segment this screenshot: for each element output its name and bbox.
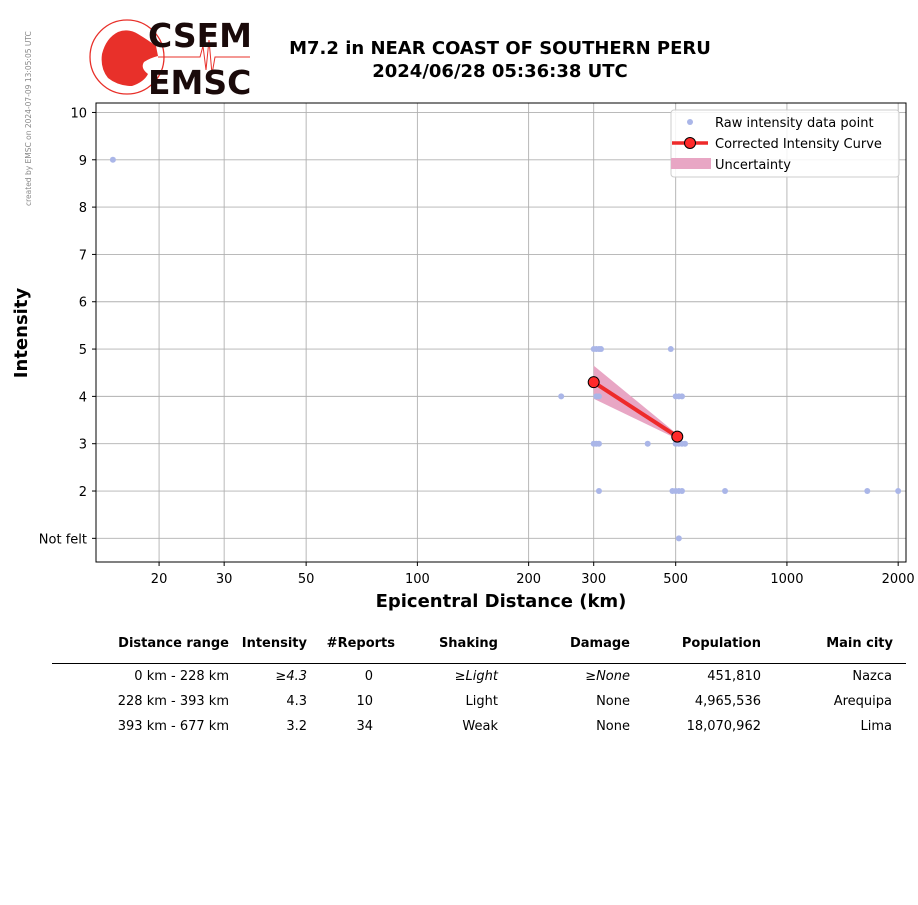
x-tick-label: 30 — [216, 572, 233, 587]
header-divider — [52, 663, 906, 664]
y-tick-label: 9 — [79, 154, 87, 169]
row2-reports: 10 — [356, 694, 373, 709]
header-population: Population — [681, 636, 761, 651]
header-reports: #Reports — [326, 636, 395, 651]
raw-data-point — [109, 156, 116, 163]
chart-title: M7.2 in NEAR COAST OF SOUTHERN PERU 2024… — [240, 37, 760, 83]
x-tick-label: 50 — [298, 572, 315, 587]
x-tick-label: 500 — [663, 572, 688, 587]
raw-data-point — [675, 535, 682, 542]
row3-city: Lima — [860, 719, 892, 734]
credit-text: created by EMSC on 2024-07-09 13:05:05 U… — [24, 31, 33, 206]
row1-range: 0 km - 228 km — [134, 669, 229, 684]
row3-reports: 34 — [356, 719, 373, 734]
y-tick-label: 5 — [79, 343, 87, 358]
y-axis-label: Intensity — [11, 288, 32, 379]
y-tick-label: 10 — [70, 106, 87, 121]
raw-data-point — [722, 488, 729, 495]
row1-reports: 0 — [364, 669, 373, 684]
row1-shaking: ≥Light — [454, 669, 498, 684]
logo-line1: CSEM — [148, 16, 252, 55]
row1-city: Nazca — [852, 669, 892, 684]
y-tick-label: 8 — [79, 201, 87, 216]
raw-data-point — [558, 393, 565, 400]
intensity-chart: 20 30 50 100 200 300 500 1000 2000 Not felt 2 3 4 5 6 7… — [11, 102, 915, 612]
row2-damage: None — [596, 694, 630, 709]
y-tick-label: 7 — [79, 248, 87, 263]
x-tick-label: 100 — [405, 572, 430, 587]
legend-raw-marker — [687, 119, 693, 125]
x-tick-label: 1000 — [770, 572, 803, 587]
row3-intensity: 3.2 — [286, 719, 307, 734]
y-tick-label: 6 — [79, 296, 87, 311]
corrected-curve-point — [671, 430, 684, 443]
y-tick-label: 3 — [79, 438, 87, 453]
raw-data-point — [595, 393, 602, 400]
x-axis-label: Epicentral Distance (km) — [376, 591, 627, 612]
corrected-curve-line — [592, 380, 679, 439]
raw-data-point — [595, 440, 602, 447]
row1-intensity: ≥4.3 — [275, 669, 307, 684]
x-tick-label: 20 — [151, 572, 168, 587]
row2-shaking: Light — [465, 694, 498, 709]
row3-damage: None — [596, 719, 630, 734]
legend-curve-marker — [684, 137, 696, 149]
row3-shaking: Weak — [462, 719, 498, 734]
row3-range: 393 km - 677 km — [117, 719, 229, 734]
header-damage: Damage — [569, 636, 630, 651]
logo-seismogram — [158, 39, 250, 75]
row3-population: 18,070,962 — [686, 719, 761, 734]
legend-box — [670, 109, 900, 178]
row2-range: 228 km - 393 km — [117, 694, 229, 709]
legend-raw-label: Raw intensity data point — [715, 116, 874, 131]
header-main-city: Main city — [826, 636, 893, 651]
raw-data-point — [895, 488, 902, 495]
raw-data-point — [864, 488, 871, 495]
raw-data-point — [595, 488, 602, 495]
intensity-table: Distance range Intensity #Reports Shakin… — [0, 636, 918, 746]
corrected-curve-point — [587, 376, 600, 389]
y-tick-label: 4 — [79, 390, 87, 405]
y-tick-label: 2 — [79, 485, 87, 500]
header-shaking: Shaking — [438, 636, 498, 651]
legend-uncertainty-swatch — [671, 158, 711, 169]
row2-city: Arequipa — [833, 694, 892, 709]
logo-line2: EMSC — [148, 63, 251, 98]
x-tick-label: 2000 — [882, 572, 915, 587]
grid — [96, 103, 906, 562]
legend: Raw intensity data point Corrected Inten… — [670, 109, 900, 178]
logo-map-shape — [101, 30, 158, 86]
raw-points-layer — [109, 156, 902, 542]
x-tick-label: 200 — [516, 572, 541, 587]
raw-data-point — [667, 346, 674, 353]
tick-labels: 20 30 50 100 200 300 500 1000 2000 Not felt 2 3 4 5 6 7… — [39, 106, 915, 587]
row2-intensity: 4.3 — [286, 694, 307, 709]
x-tick-label: 300 — [581, 572, 606, 587]
header-distance-range: Distance range — [118, 636, 229, 651]
row1-population: 451,810 — [707, 669, 761, 684]
legend-curve-label: Corrected Intensity Curve — [715, 137, 882, 152]
row1-damage: ≥None — [585, 669, 630, 684]
y-tick-label: Not felt — [39, 532, 87, 547]
raw-data-point — [598, 346, 605, 353]
legend-uncertainty-label: Uncertainty — [715, 158, 791, 173]
emsc-logo: CSEM EMSC — [89, 16, 252, 98]
raw-data-point — [678, 393, 685, 400]
title-line2: 2024/06/28 05:36:38 UTC — [372, 61, 628, 82]
title-line1: M7.2 in NEAR COAST OF SOUTHERN PERU — [289, 38, 711, 59]
header-intensity: Intensity — [241, 636, 307, 651]
raw-data-point — [678, 488, 685, 495]
raw-data-point — [644, 440, 651, 447]
row2-population: 4,965,536 — [694, 694, 761, 709]
curve-layer — [587, 376, 684, 443]
raw-data-point — [682, 440, 689, 447]
plot-frame — [95, 102, 907, 563]
credit-label: created by EMSC on 2024-07-09 13:05:05 U… — [24, 31, 33, 206]
